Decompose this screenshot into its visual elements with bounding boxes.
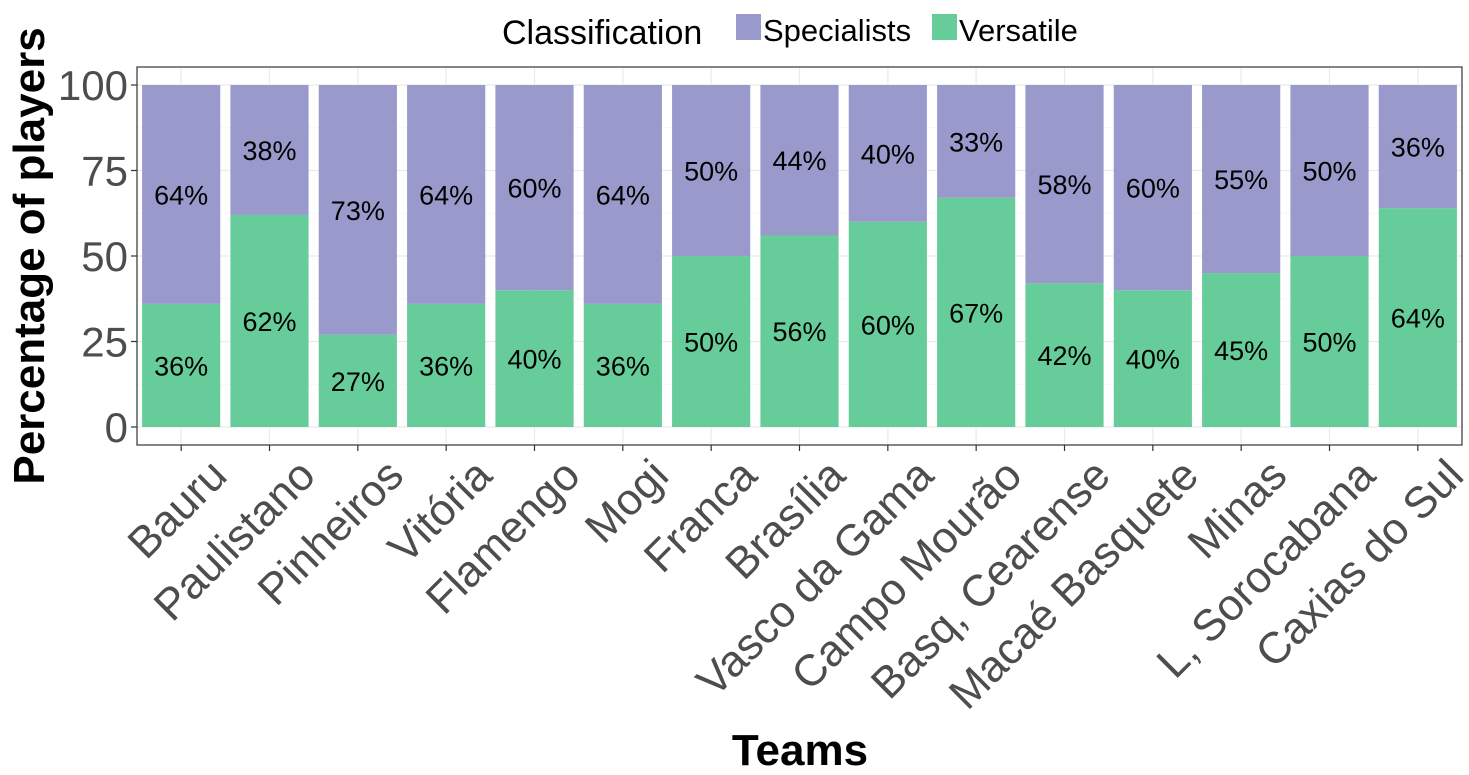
bar-label-versatile: 56% <box>772 317 826 347</box>
bar-label-versatile: 36% <box>419 351 473 381</box>
legend-title: Classification <box>502 14 702 52</box>
bar-label-specialists: 55% <box>1214 165 1268 195</box>
bar-label-specialists: 33% <box>949 127 1003 157</box>
y-tick-label: 100 <box>58 62 128 109</box>
bar-label-versatile: 50% <box>1302 328 1356 358</box>
bar-label-versatile: 67% <box>949 298 1003 328</box>
bar-label-versatile: 64% <box>1391 304 1445 334</box>
bar-versatile <box>937 197 1016 427</box>
bar-label-versatile: 40% <box>507 345 561 375</box>
bar-specialists <box>1113 85 1192 291</box>
bar-specialists <box>937 85 1016 198</box>
bar-specialists <box>495 85 574 291</box>
y-tick-label: 0 <box>105 404 128 451</box>
bar-specialists <box>142 85 221 304</box>
bar-versatile <box>1202 273 1281 427</box>
bar-label-versatile: 40% <box>1126 345 1180 375</box>
bar-specialists <box>318 85 397 335</box>
bar-specialists <box>1025 85 1104 284</box>
bar-versatile <box>1378 208 1457 427</box>
legend-key-versatile <box>932 14 957 40</box>
bar-label-specialists: 64% <box>419 180 473 210</box>
legend-key-specialists <box>736 14 761 40</box>
bar-label-versatile: 27% <box>331 367 385 397</box>
bar-label-specialists: 60% <box>507 174 561 204</box>
bar-label-versatile: 50% <box>684 328 738 358</box>
y-axis: 0 25 50 75 100 <box>58 62 137 451</box>
bar-versatile <box>848 221 927 427</box>
bar-specialists <box>1378 85 1457 209</box>
bar-label-specialists: 40% <box>861 139 915 169</box>
y-tick-label: 50 <box>81 233 128 280</box>
legend-label-versatile: Versatile <box>959 13 1078 48</box>
bar-specialists <box>407 85 486 304</box>
bar-label-specialists: 44% <box>772 146 826 176</box>
bar-specialists <box>583 85 662 304</box>
bar-label-versatile: 62% <box>242 307 296 337</box>
bar-versatile <box>142 303 221 427</box>
legend-label-specialists: Specialists <box>763 13 911 48</box>
y-axis-title: Percentage of players <box>5 27 54 484</box>
bar-specialists <box>848 85 927 222</box>
bar-versatile <box>407 303 486 427</box>
bar-specialists <box>1290 85 1369 256</box>
bar-label-specialists: 64% <box>596 180 650 210</box>
bar-versatile <box>672 256 751 427</box>
y-tick-label: 75 <box>81 148 128 195</box>
x-axis-title: Teams <box>732 726 868 775</box>
bar-label-specialists: 38% <box>242 136 296 166</box>
bar-label-specialists: 58% <box>1037 170 1091 200</box>
legend: Classification Specialists Versatile <box>502 13 1078 52</box>
bar-versatile <box>495 290 574 427</box>
bar-specialists <box>1202 85 1281 274</box>
bar-label-versatile: 60% <box>861 310 915 340</box>
bar-specialists <box>672 85 751 256</box>
bar-specialists <box>230 85 309 215</box>
bar-label-specialists: 60% <box>1126 174 1180 204</box>
bar-versatile <box>1290 256 1369 427</box>
bar-specialists <box>760 85 839 236</box>
bar-label-specialists: 50% <box>1302 157 1356 187</box>
bar-versatile <box>1113 290 1192 427</box>
bar-label-versatile: 45% <box>1214 336 1268 366</box>
bar-versatile <box>760 235 839 427</box>
bar-label-specialists: 64% <box>154 180 208 210</box>
bars <box>142 85 1457 427</box>
bar-label-specialists: 50% <box>684 157 738 187</box>
bar-label-specialists: 73% <box>331 196 385 226</box>
bar-versatile <box>1025 283 1104 427</box>
bar-versatile <box>583 303 662 427</box>
bar-versatile <box>230 214 309 427</box>
bar-label-specialists: 36% <box>1391 133 1445 163</box>
bar-label-versatile: 36% <box>154 351 208 381</box>
y-tick-label: 25 <box>81 319 128 366</box>
bar-labels: 36% 64% 62% 38% 27% 73% 36% 64% 40% 60% 36% 64% 50% 5… <box>154 127 1445 396</box>
bar-label-versatile: 42% <box>1037 341 1091 371</box>
bar-versatile <box>318 334 397 427</box>
bar-label-versatile: 36% <box>596 351 650 381</box>
